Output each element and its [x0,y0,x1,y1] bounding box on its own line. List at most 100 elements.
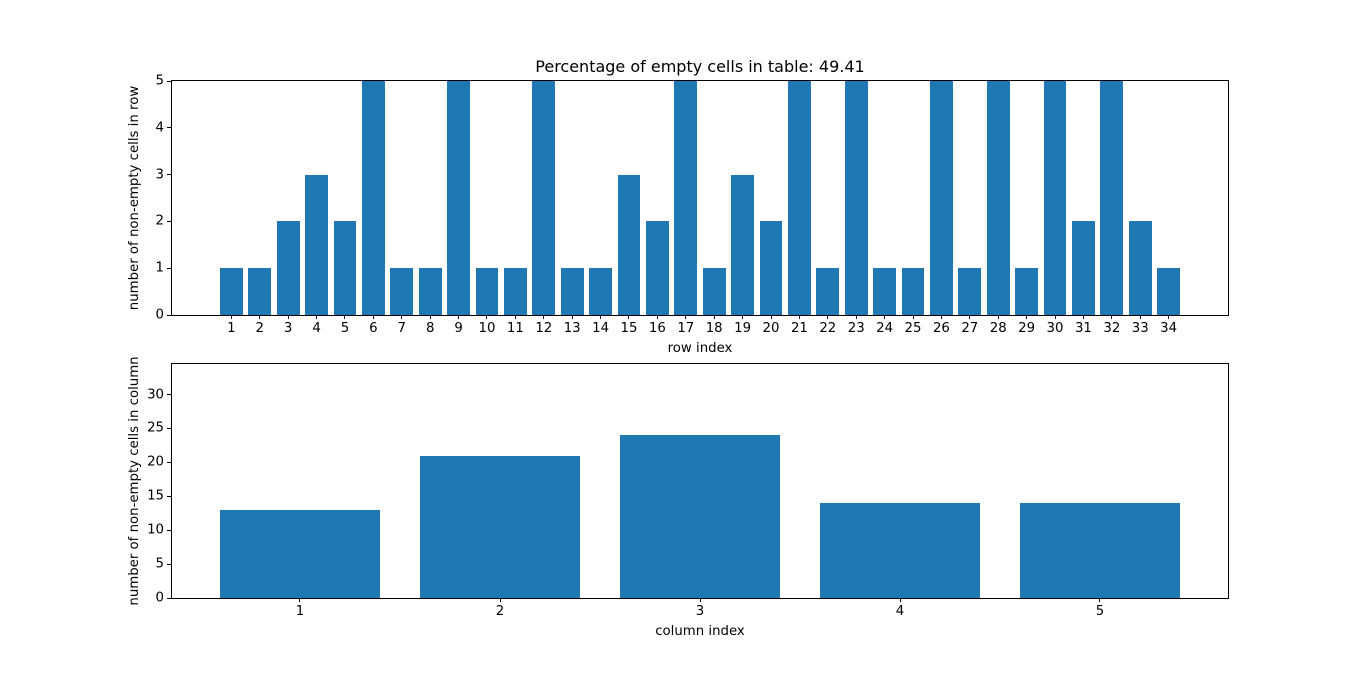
y-tick-mark [167,314,171,316]
x-tick-label: 3 [695,604,705,619]
x-tick-label: 4 [312,321,321,336]
bar [816,268,840,315]
row-chart-axes: Percentage of empty cells in table: 49.4… [127,57,1229,356]
x-tick-mark [1111,315,1113,319]
x-tick-label: 6 [369,321,378,336]
column-chart-x-axis-label: column index [655,624,745,639]
x-tick-label: 3 [283,321,293,336]
bar [1128,221,1152,315]
bar [220,509,380,598]
x-tick-label: 7 [397,321,406,336]
y-tick-mark [167,461,171,463]
bar [901,268,925,315]
y-tick-mark [167,80,171,82]
x-tick-mark [1168,315,1170,319]
x-tick-mark [458,315,460,319]
x-tick-mark [1139,315,1141,319]
x-tick-label: 32 [1103,321,1121,336]
x-tick-mark [1026,315,1028,319]
bar [362,81,385,315]
y-tick-mark [167,267,171,269]
y-tick-label: 0 [155,590,164,606]
bar [1072,221,1095,315]
x-tick-mark [912,315,914,319]
y-tick-label: 10 [147,522,164,538]
x-tick-mark [299,598,301,602]
bar [958,268,982,315]
x-tick-label: 17 [677,321,695,336]
x-tick-mark [499,598,501,602]
x-tick-label: 25 [904,321,922,336]
y-tick-mark [167,427,171,429]
x-tick-label: 24 [876,321,894,336]
y-tick-label: 25 [147,420,164,436]
bar [986,81,1010,315]
x-tick-mark [344,315,346,319]
x-tick-label: 22 [819,321,837,336]
bar [620,435,780,598]
bar [820,503,980,598]
bar [276,221,300,315]
bar [1020,503,1180,598]
bar [420,455,580,598]
bar [759,221,783,315]
x-tick-mark [543,315,545,319]
x-tick-mark [713,315,715,319]
bar [1043,81,1067,315]
x-tick-mark [259,315,261,319]
y-tick-label: 20 [147,454,164,470]
x-tick-label: 5 [340,321,350,336]
x-tick-mark [798,315,800,319]
x-tick-label: 26 [932,321,950,336]
bar [248,268,272,315]
x-tick-mark [1099,598,1101,602]
x-tick-label: 15 [620,321,638,336]
x-tick-mark [656,315,658,319]
y-tick-mark [167,563,171,565]
x-tick-mark [571,315,573,319]
x-tick-mark [287,315,289,319]
y-tick-mark [167,127,171,129]
x-tick-label: 23 [847,321,865,336]
bar [731,174,754,315]
x-tick-mark [230,315,232,319]
y-tick-mark [167,597,171,599]
bar [646,221,669,315]
x-tick-label: 19 [734,321,752,336]
x-tick-label: 29 [1018,321,1036,336]
bar [447,81,470,315]
x-tick-mark [316,315,318,319]
x-tick-label: 5 [1095,604,1105,619]
bar [1100,81,1124,315]
bar [930,81,953,315]
y-tick-mark [167,220,171,222]
x-tick-label: 21 [790,321,808,336]
x-tick-label: 12 [535,321,553,336]
x-tick-mark [1082,315,1084,319]
x-tick-mark [628,315,630,319]
x-tick-label: 8 [425,321,435,336]
y-tick-mark [167,174,171,176]
x-tick-label: 30 [1046,321,1064,336]
x-tick-mark [600,315,602,319]
x-tick-mark [372,315,374,319]
x-tick-mark [997,315,999,319]
row-chart-y-axis-label: number of non-empty cells in row [127,85,142,311]
x-tick-label: 34 [1160,321,1178,336]
x-tick-label: 28 [989,321,1007,336]
x-tick-label: 9 [454,321,463,336]
x-tick-label: 14 [592,321,610,336]
x-tick-label: 10 [478,321,496,336]
bar [560,268,584,315]
x-tick-mark [486,315,488,319]
x-tick-label: 20 [762,321,780,336]
y-tick-label: 0 [155,307,164,323]
x-tick-label: 13 [563,321,581,336]
x-tick-mark [742,315,744,319]
bar [475,268,499,315]
x-tick-mark [899,598,901,602]
bar [532,81,556,315]
bar [617,174,641,315]
x-tick-label: 27 [961,321,979,336]
bar [589,268,612,315]
